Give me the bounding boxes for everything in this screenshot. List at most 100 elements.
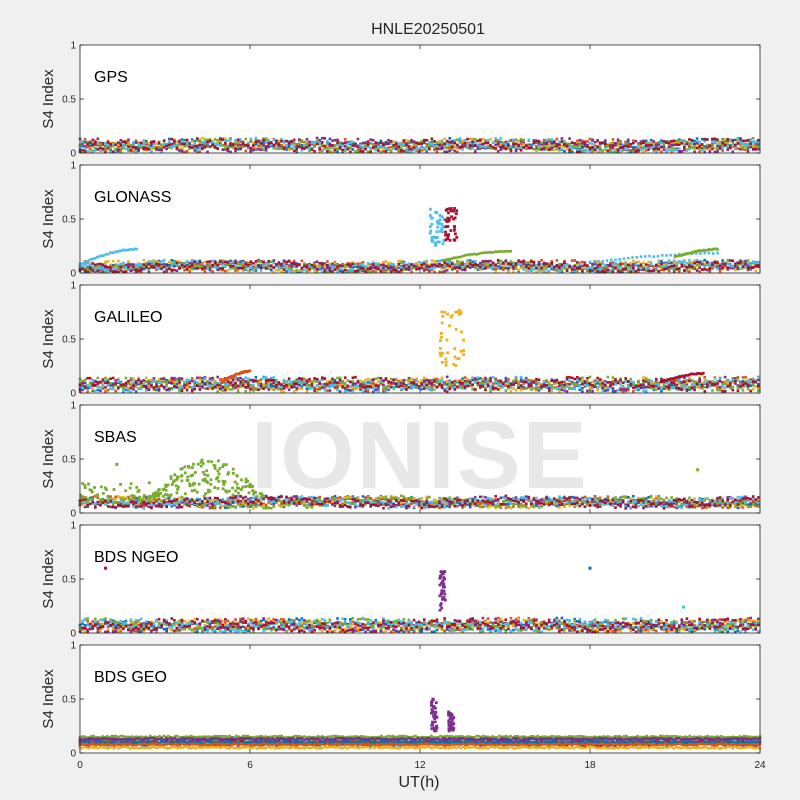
- data-point: [425, 268, 429, 271]
- data-point: [333, 386, 337, 390]
- data-point: [698, 270, 701, 273]
- data-point: [359, 266, 362, 270]
- data-point: [604, 147, 607, 150]
- data-point: [537, 261, 541, 264]
- data-point: [397, 148, 401, 152]
- data-point: [392, 268, 395, 272]
- data-point: [239, 262, 242, 266]
- data-point: [160, 148, 163, 151]
- data-point: [655, 265, 658, 269]
- data-point: [558, 266, 561, 270]
- data-point: [196, 150, 199, 154]
- data-point: [502, 265, 505, 269]
- data-point: [436, 222, 440, 225]
- data-point: [318, 148, 321, 151]
- data-point: [731, 377, 735, 380]
- data-point: [114, 265, 117, 269]
- data-point: [466, 377, 469, 381]
- data-point: [547, 139, 551, 143]
- data-point: [361, 267, 365, 270]
- data-point: [359, 263, 362, 266]
- data-point: [292, 143, 296, 147]
- data-point: [672, 264, 676, 267]
- data-point: [188, 263, 191, 267]
- data-point: [586, 389, 589, 393]
- data-point: [111, 267, 115, 271]
- data-point: [716, 141, 719, 144]
- data-point: [685, 265, 689, 269]
- data-point: [736, 147, 740, 150]
- data-point: [86, 387, 89, 390]
- data-point: [591, 265, 594, 268]
- data-point: [586, 149, 589, 152]
- data-point: [201, 141, 204, 144]
- data-point: [109, 266, 112, 269]
- data-point: [142, 265, 146, 268]
- data-point: [606, 144, 610, 148]
- data-point: [744, 148, 747, 151]
- data-point: [632, 141, 635, 145]
- data-point: [379, 139, 383, 143]
- data-point: [259, 148, 263, 152]
- data-point: [570, 141, 574, 145]
- data-point: [470, 253, 474, 256]
- data-point: [711, 252, 715, 255]
- data-point: [402, 378, 406, 382]
- data-point: [711, 263, 714, 267]
- data-point: [471, 260, 474, 264]
- data-point: [412, 264, 416, 268]
- data-point: [369, 270, 372, 274]
- data-point: [428, 147, 431, 151]
- data-point: [331, 270, 334, 273]
- data-point: [667, 267, 671, 271]
- data-point: [109, 150, 112, 154]
- data-point: [581, 269, 584, 273]
- data-point: [287, 148, 291, 151]
- data-point: [604, 389, 607, 392]
- data-point: [578, 149, 582, 152]
- data-point: [507, 249, 510, 253]
- data-point: [226, 139, 230, 142]
- data-point: [387, 264, 390, 267]
- data-point: [280, 390, 283, 393]
- data-point: [354, 263, 357, 267]
- data-point: [155, 145, 158, 149]
- data-point: [540, 144, 543, 148]
- data-point: [507, 270, 510, 273]
- data-point: [690, 265, 694, 269]
- data-point: [198, 150, 202, 154]
- data-point: [611, 263, 615, 267]
- data-point: [196, 261, 199, 265]
- data-point: [315, 389, 319, 393]
- data-point: [407, 376, 411, 380]
- data-point: [547, 142, 551, 146]
- data-point: [481, 145, 485, 148]
- data-point: [609, 382, 612, 386]
- data-point: [708, 263, 712, 267]
- data-point: [519, 262, 523, 266]
- data-point: [354, 382, 357, 385]
- data-point: [699, 249, 702, 253]
- data-point: [382, 268, 385, 272]
- data-point: [300, 266, 304, 270]
- data-point: [675, 268, 678, 271]
- data-point: [361, 264, 365, 267]
- data-point: [315, 136, 319, 140]
- data-point: [514, 266, 518, 269]
- data-point: [586, 140, 589, 143]
- data-point: [604, 142, 607, 146]
- data-point: [435, 264, 439, 268]
- data-point: [338, 384, 342, 387]
- data-point: [364, 144, 367, 148]
- data-point: [415, 265, 418, 269]
- data-point: [88, 270, 92, 273]
- data-point: [336, 384, 339, 388]
- data-point: [343, 147, 347, 150]
- data-point: [157, 265, 161, 269]
- data-point: [241, 261, 245, 265]
- data-point: [356, 265, 360, 268]
- data-point: [206, 265, 209, 269]
- data-point: [444, 225, 448, 229]
- data-point: [453, 145, 457, 148]
- data-point: [440, 147, 444, 150]
